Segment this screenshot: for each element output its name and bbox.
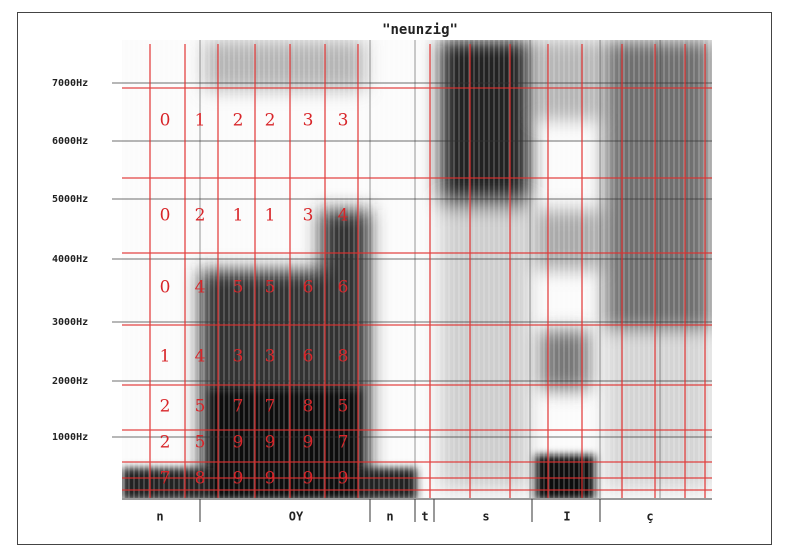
y-label: 4000Hz (52, 254, 88, 265)
cell-digit: 2 (265, 111, 276, 131)
cell-digit: 9 (233, 433, 244, 453)
cell-digit: 5 (195, 433, 206, 453)
cell-digit: 2 (233, 111, 244, 131)
cell-digit: 3 (233, 347, 244, 367)
segment-label: I (563, 510, 570, 524)
cell-digit: 9 (265, 433, 276, 453)
cell-digit: 8 (338, 347, 349, 367)
cell-digit: 2 (160, 397, 171, 417)
cell-digit: 3 (303, 206, 314, 226)
cell-digit: 2 (160, 433, 171, 453)
cell-digit: 5 (338, 397, 349, 417)
cell-digit: 0 (160, 278, 171, 298)
cell-digit: 1 (195, 111, 206, 131)
cell-digit: 7 (233, 397, 244, 417)
cell-digit: 0 (160, 206, 171, 226)
cell-digit: 9 (303, 433, 314, 453)
cell-digit: 5 (265, 278, 276, 298)
cell-digit: 9 (233, 469, 244, 489)
cell-digit: 7 (338, 433, 349, 453)
cell-digit: 1 (265, 206, 276, 226)
cell-digit: 8 (195, 469, 206, 489)
cell-digit: 0 (160, 111, 171, 131)
y-label: 2000Hz (52, 376, 88, 387)
cell-digit: 4 (195, 347, 206, 367)
cell-digit: 7 (265, 397, 276, 417)
cell-digit: 6 (303, 278, 314, 298)
cell-digit: 4 (195, 278, 206, 298)
cell-digit: 3 (303, 111, 314, 131)
cell-digit: 7 (160, 469, 171, 489)
segment-label: s (482, 510, 489, 524)
cell-digit: 9 (265, 469, 276, 489)
y-label: 1000Hz (52, 432, 88, 443)
segment-label: n (156, 510, 163, 524)
segment-label: t (421, 510, 428, 524)
title: "neunzig" (382, 22, 458, 38)
spectrogram (122, 40, 712, 498)
y-label: 6000Hz (52, 136, 88, 147)
y-label: 5000Hz (52, 194, 88, 205)
cell-digit: 2 (195, 206, 206, 226)
cell-digit: 6 (303, 347, 314, 367)
cell-digit: 5 (195, 397, 206, 417)
y-label: 7000Hz (52, 78, 88, 89)
cell-digit: 1 (233, 206, 244, 226)
cell-digit: 5 (233, 278, 244, 298)
y-label: 3000Hz (52, 317, 88, 328)
cell-digit: 3 (338, 111, 349, 131)
cell-digit: 1 (160, 347, 171, 367)
segment-label: OY (289, 510, 304, 524)
cell-digit: 6 (338, 278, 349, 298)
cell-digit: 4 (338, 206, 349, 226)
cell-digit: 8 (303, 397, 314, 417)
segment-label: ç (646, 510, 653, 524)
cell-digit: 9 (338, 469, 349, 489)
segment-label: n (386, 510, 393, 524)
cell-digit: 9 (303, 469, 314, 489)
cell-digit: 3 (265, 347, 276, 367)
